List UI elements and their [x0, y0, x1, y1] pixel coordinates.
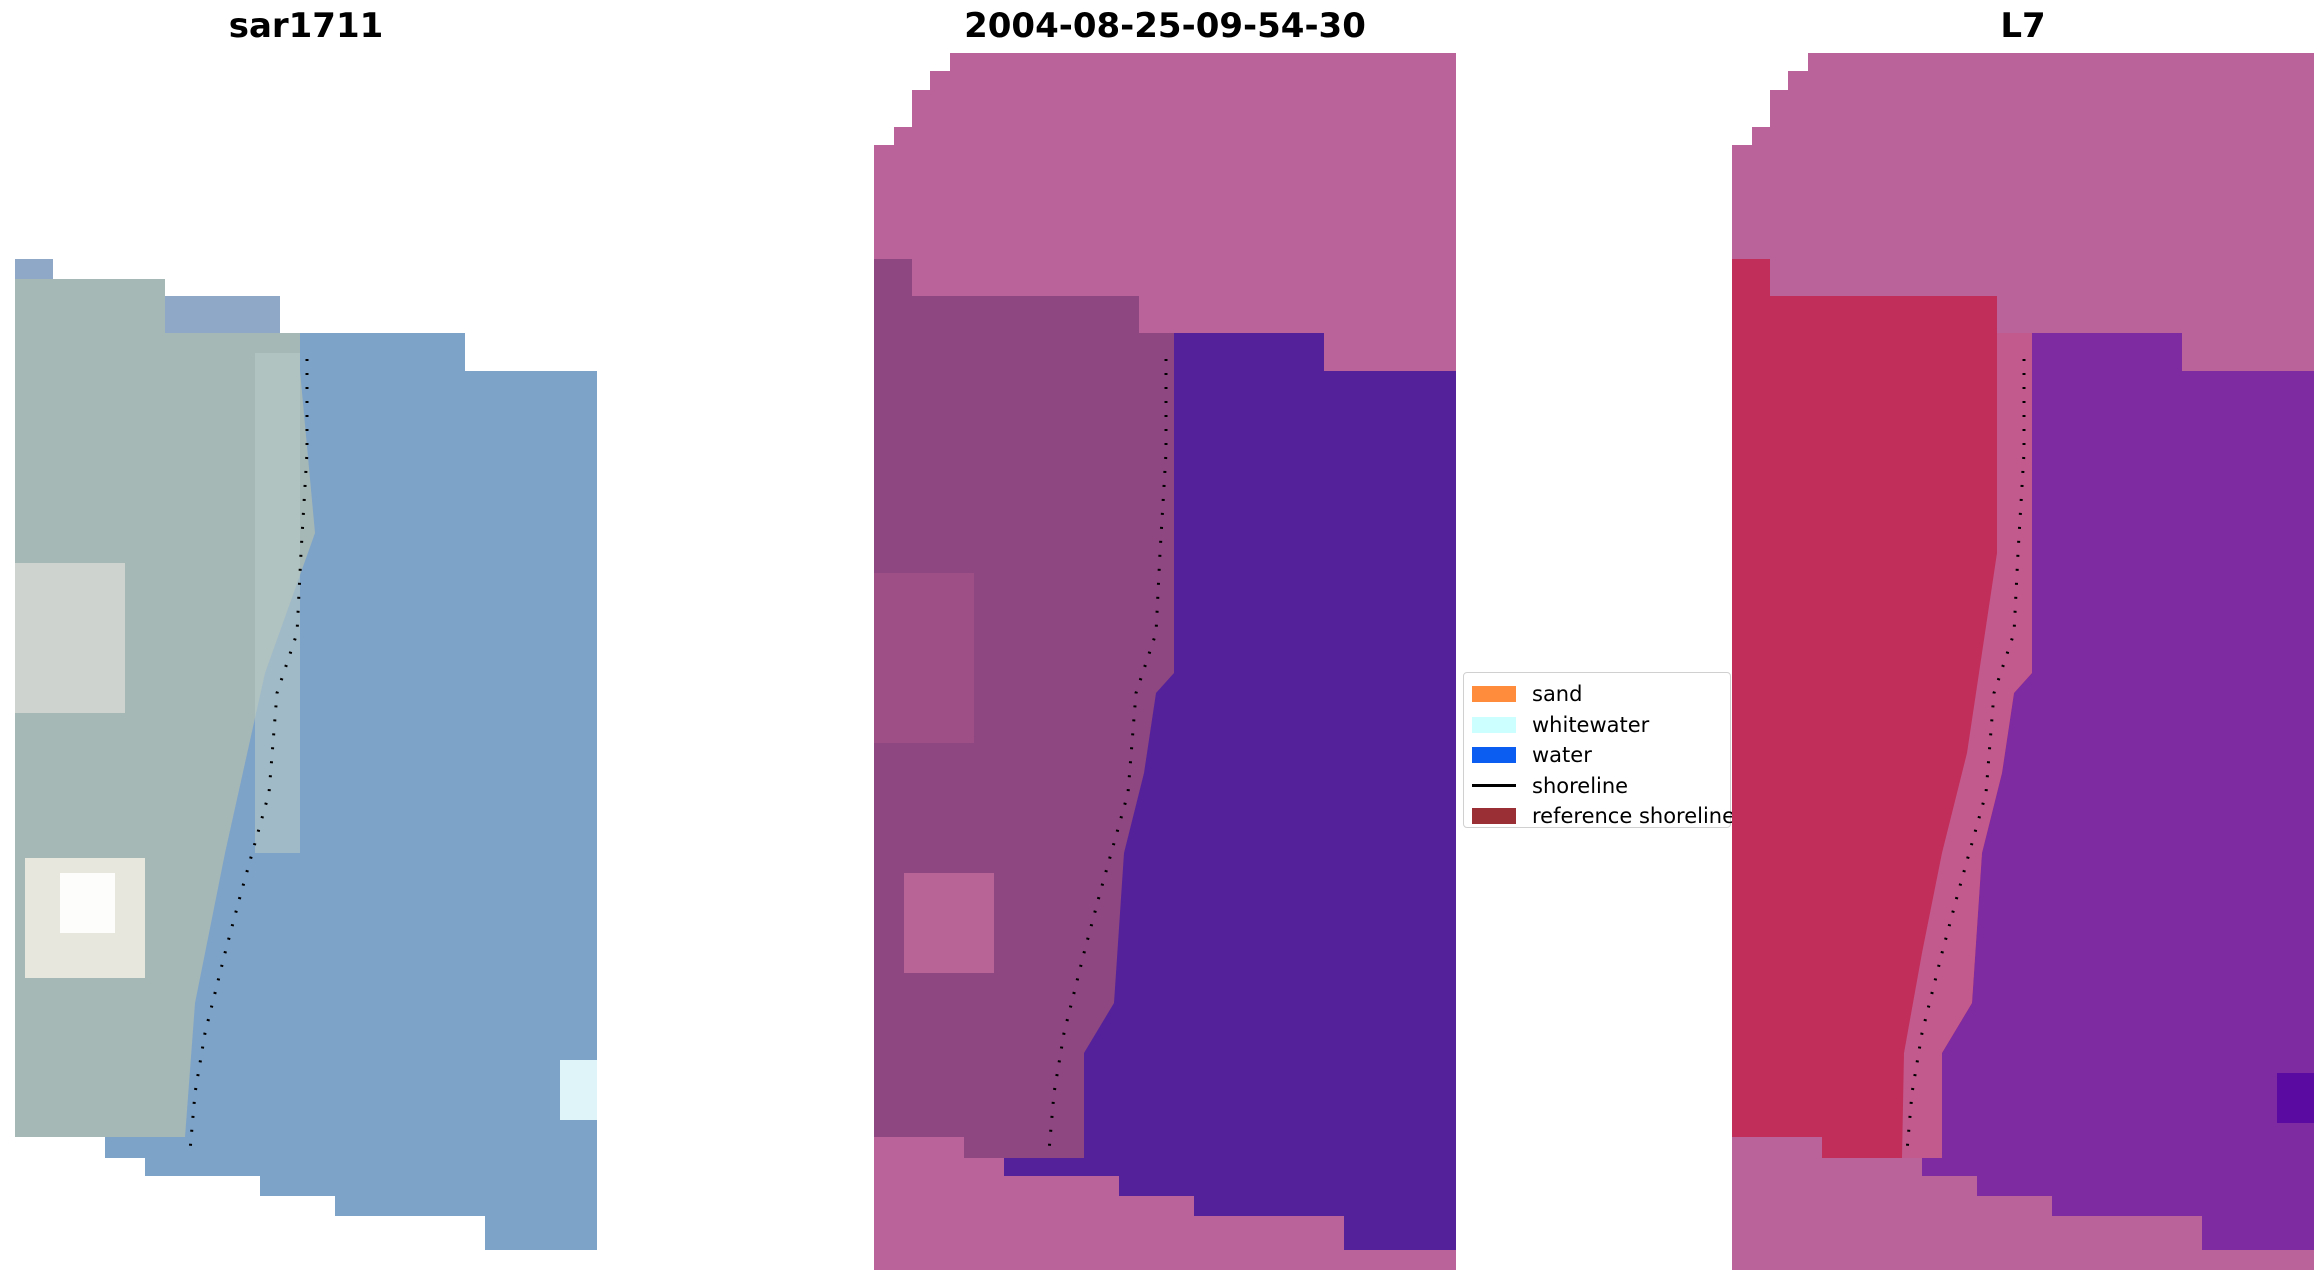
legend: sand whitewater water shoreline referenc…	[1463, 672, 1735, 828]
blank-top-left-corner	[874, 53, 950, 145]
pink-land-patch-1	[874, 573, 974, 743]
legend-label: shoreline	[1532, 773, 1629, 798]
legend-item-whitewater: whitewater	[1472, 710, 1730, 741]
legend-label: whitewater	[1532, 712, 1650, 737]
legend-item-water: water	[1472, 740, 1730, 771]
sand-swatch	[1472, 686, 1516, 703]
rgb-whitewater-patch	[560, 1060, 597, 1120]
shoreline-line-sample	[1472, 784, 1516, 788]
index-sea-area	[1922, 333, 2314, 1250]
rgb-shore-strip	[255, 353, 300, 853]
legend-item-sand: sand	[1472, 679, 1730, 710]
legend-label: sand	[1532, 682, 1583, 707]
blank-top-left-corner	[1732, 53, 1808, 145]
water-swatch	[1472, 747, 1516, 764]
legend-label: reference shoreline	[1532, 804, 1736, 829]
legend-label: water	[1532, 743, 1592, 768]
reference-shoreline-swatch	[1472, 808, 1516, 825]
panel-title-classification: 2004-08-25-09-54-30	[964, 6, 1366, 46]
pink-land-patch-2	[904, 873, 994, 973]
index-dark-sea-patch	[2277, 1073, 2314, 1123]
whitewater-swatch	[1472, 716, 1516, 733]
rgb-image-panel	[15, 259, 597, 1250]
panel-title-rgb: sar1711	[228, 6, 384, 46]
legend-item-shoreline: shoreline	[1472, 771, 1730, 802]
panel-title-index: L7	[2000, 6, 2046, 46]
index-panel	[1732, 53, 2314, 1270]
index-shore-strip	[1902, 333, 2032, 1158]
classification-panel	[874, 53, 1456, 1270]
legend-item-reference-shoreline: reference shoreline	[1472, 801, 1735, 832]
rgb-bright-sand-patch-3	[60, 873, 115, 933]
rgb-bright-sand-patch-1	[15, 563, 125, 713]
water-class-area	[1004, 333, 1456, 1250]
